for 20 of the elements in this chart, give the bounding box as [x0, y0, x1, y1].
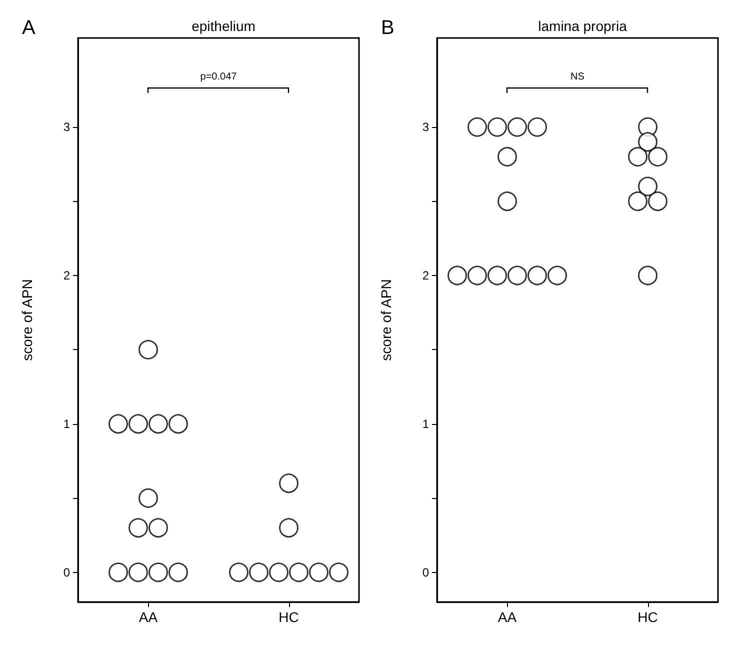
chart-title: lamina propria [538, 18, 628, 34]
y-tick-label: 3 [63, 120, 70, 134]
y-tick-label: 0 [422, 565, 430, 580]
x-tick-label: HC [638, 609, 658, 625]
y-axis-title: score of APN [378, 279, 394, 361]
text: B [381, 17, 394, 39]
annotation: NS [570, 72, 585, 82]
annotation: p=0.047 [200, 72, 238, 82]
text: A [22, 17, 36, 39]
x-tick-label: AA [498, 609, 518, 625]
y-tick-label: 2 [422, 268, 430, 282]
y-tick-label: 1 [422, 416, 430, 431]
x-tick-label: HC [278, 609, 299, 625]
x-tick-label: AA [138, 609, 158, 625]
y-tick-label: 2 [63, 268, 70, 282]
y-axis-title: score of APN [19, 279, 35, 361]
y-tick-label: 3 [422, 120, 430, 134]
y-tick-label: 1 [63, 416, 70, 431]
y-tick-label: 0 [63, 565, 70, 580]
chart-title: epithelium [192, 18, 256, 34]
